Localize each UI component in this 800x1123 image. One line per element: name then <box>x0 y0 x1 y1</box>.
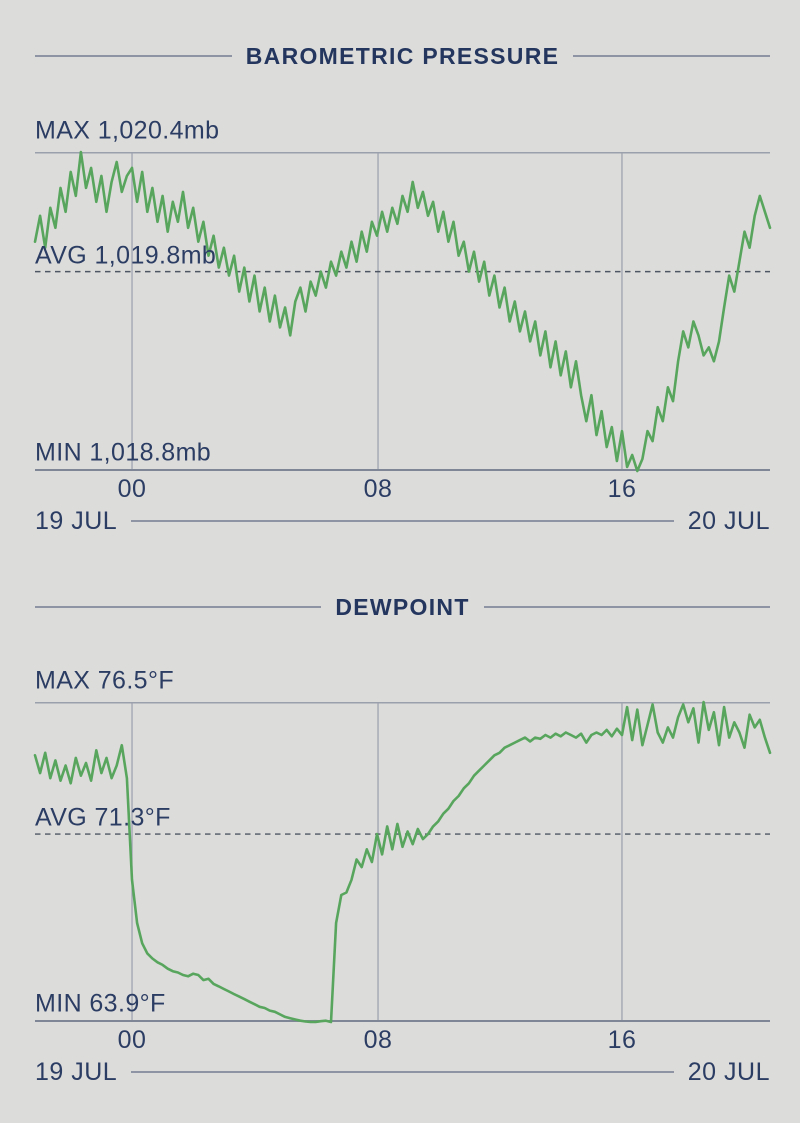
plot-area: MAX 76.5°F AVG 71.3°F MIN 63.9°F <box>33 667 772 1024</box>
tick-00: 00 <box>117 1026 147 1054</box>
date-range-row: 19 JUL 20 JUL <box>35 506 770 535</box>
end-date-label: 20 JUL <box>687 1057 770 1086</box>
barometric-pressure-chart: BAROMETRIC PRESSURE MAX 1,020.4mb AVG 1,… <box>0 41 800 535</box>
max-value-label: MAX 1,020.4mb <box>35 116 220 145</box>
start-date-label: 19 JUL <box>35 1057 118 1086</box>
plot-area: MAX 1,020.4mb AVG 1,019.8mb MIN 1,018.8m… <box>33 117 772 473</box>
chart-title: BAROMETRIC PRESSURE <box>245 42 560 69</box>
max-value-label: MAX 76.5°F <box>35 666 175 695</box>
title-rule-right <box>483 606 770 608</box>
title-rule-left <box>35 606 322 608</box>
end-date-label: 20 JUL <box>687 506 770 535</box>
dewpoint-chart: DEWPOINT MAX 76.5°F AVG 71.3°F MIN 63.9°… <box>0 592 800 1086</box>
pressure-line-plot <box>33 150 772 473</box>
tick-08: 08 <box>363 475 393 503</box>
chart-title-row: DEWPOINT <box>35 592 770 622</box>
title-rule-left <box>35 55 232 57</box>
tick-08: 08 <box>363 1026 393 1054</box>
start-date-label: 19 JUL <box>35 506 118 535</box>
min-value-label: MIN 1,018.8mb <box>35 438 212 467</box>
tick-16: 16 <box>607 475 637 503</box>
x-axis-tick-row: 00 08 16 <box>35 475 770 503</box>
date-range-row: 19 JUL 20 JUL <box>35 1057 770 1086</box>
title-rule-right <box>573 55 771 57</box>
x-axis-tick-row: 00 08 16 <box>35 1026 770 1054</box>
avg-value-label: AVG 1,019.8mb <box>35 241 217 270</box>
dewpoint-line-plot <box>33 700 772 1024</box>
min-value-label: MIN 63.9°F <box>35 989 166 1018</box>
chart-title-row: BAROMETRIC PRESSURE <box>35 41 771 71</box>
chart-title: DEWPOINT <box>335 593 470 620</box>
date-rule <box>131 1071 674 1073</box>
avg-value-label: AVG 71.3°F <box>35 803 171 832</box>
date-rule <box>131 520 674 522</box>
tick-00: 00 <box>117 475 147 503</box>
tick-16: 16 <box>607 1026 637 1054</box>
